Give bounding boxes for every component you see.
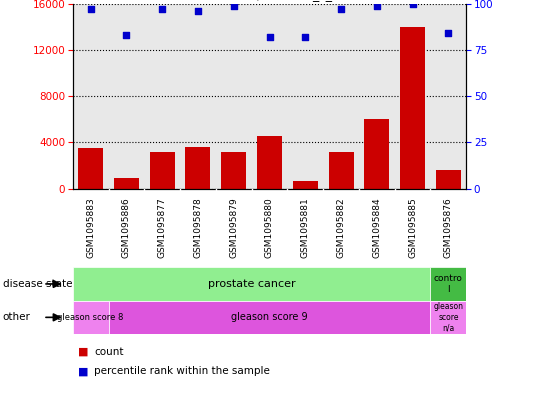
Title: GDS5072 / 223098_s_at: GDS5072 / 223098_s_at xyxy=(194,0,345,1)
Bar xyxy=(73,301,108,334)
Bar xyxy=(114,178,139,189)
Bar xyxy=(364,119,389,189)
Bar xyxy=(108,301,431,334)
Bar xyxy=(431,301,466,334)
Point xyxy=(86,6,95,13)
Point xyxy=(337,6,345,13)
Bar xyxy=(329,152,354,189)
Bar xyxy=(293,180,318,189)
Text: contro
l: contro l xyxy=(434,274,463,294)
Text: GSM1095876: GSM1095876 xyxy=(444,198,453,258)
Text: ■: ■ xyxy=(78,347,88,357)
Bar xyxy=(257,136,282,189)
Text: other: other xyxy=(3,312,31,322)
Text: GSM1095878: GSM1095878 xyxy=(194,198,203,258)
Point xyxy=(194,8,202,15)
Bar xyxy=(400,27,425,189)
Text: gleason score 8: gleason score 8 xyxy=(58,313,124,322)
Point xyxy=(230,3,238,9)
Bar xyxy=(185,147,211,189)
Text: GSM1095884: GSM1095884 xyxy=(372,198,381,258)
Text: gleason
score
n/a: gleason score n/a xyxy=(433,303,464,332)
Text: prostate cancer: prostate cancer xyxy=(208,279,295,289)
Text: percentile rank within the sample: percentile rank within the sample xyxy=(94,366,270,376)
Text: gleason score 9: gleason score 9 xyxy=(231,312,308,322)
Text: GSM1095886: GSM1095886 xyxy=(122,198,131,258)
Bar xyxy=(221,152,246,189)
Bar xyxy=(78,148,103,189)
Text: GSM1095885: GSM1095885 xyxy=(408,198,417,258)
Text: disease state: disease state xyxy=(3,279,72,289)
Text: GSM1095879: GSM1095879 xyxy=(229,198,238,258)
Point xyxy=(444,30,453,37)
Point xyxy=(372,3,381,9)
Point xyxy=(158,6,167,13)
Text: count: count xyxy=(94,347,124,357)
Bar xyxy=(431,267,466,301)
Point xyxy=(122,32,131,39)
Point xyxy=(408,1,417,7)
Point xyxy=(301,34,309,40)
Text: GSM1095883: GSM1095883 xyxy=(86,198,95,258)
Text: GSM1095881: GSM1095881 xyxy=(301,198,310,258)
Text: GSM1095880: GSM1095880 xyxy=(265,198,274,258)
Point xyxy=(265,34,274,40)
Bar xyxy=(436,170,461,189)
Text: GSM1095877: GSM1095877 xyxy=(158,198,167,258)
Text: ■: ■ xyxy=(78,366,88,376)
Text: GSM1095882: GSM1095882 xyxy=(336,198,345,258)
Bar xyxy=(150,152,175,189)
